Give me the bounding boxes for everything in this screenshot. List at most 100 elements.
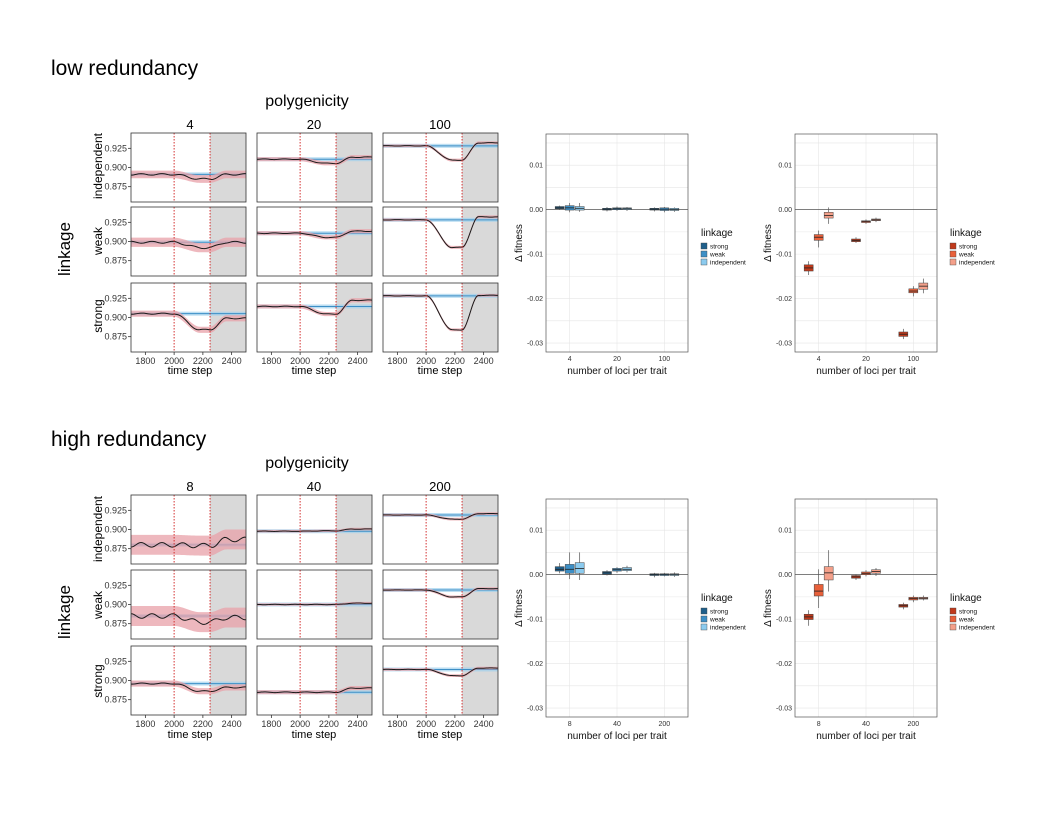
legend-label: weak [709,252,726,259]
row-label: strong [91,664,105,697]
boxplot-panel: 0.01 0.00 -0.01 -0.02 -0.03 4 20 100 number of l… [514,133,746,377]
y-tick-label: 0.925 [104,293,127,303]
x-tick-label: 40 [862,721,870,728]
facet-title-polygenicity-low: polygenicity [265,93,349,110]
fitness-mean-line [382,216,499,249]
y-tick-label: 0.01 [778,528,792,535]
y-tick-label: 0.900 [104,676,127,686]
panel-border [256,645,373,716]
x-tick-label: 2200 [319,356,339,366]
fitness-mean-line [130,613,247,625]
boxplot-panel: 0.01 0.00 -0.01 -0.02 -0.03 4 20 100 number of l… [763,133,995,377]
y-tick-label: -0.03 [527,706,543,713]
col-label: 20 [307,117,321,132]
x-axis-label: time step [168,729,213,741]
panel-border [382,569,499,640]
x-axis-label: time step [292,729,337,741]
line-facet-panel [256,494,373,565]
fitness-ribbon [131,529,246,556]
legend-label: strong [710,609,728,616]
line-facet-panel: 0.925 0.900 0.875 [104,132,247,203]
x-axis-label: number of loci per trait [816,731,916,742]
y-tick-label: 0.01 [529,528,543,535]
boxplot-panel: 0.01 0.00 -0.01 -0.02 -0.03 8 40 200 number of l… [514,498,746,742]
x-tick-label: 100 [907,356,919,363]
legend-key-strong [700,607,708,615]
panel-border [382,282,499,353]
panel-border [794,498,938,718]
x-axis-label: time step [168,365,213,377]
panel-border [382,494,499,565]
panel-border [545,498,689,718]
y-tick-label: 0.00 [778,207,792,214]
post-shift-shade [210,646,246,715]
row-label: weak [91,590,105,620]
x-tick-label: 2200 [445,356,465,366]
line-facet-panel: 0.925 0.900 0.875 [104,569,247,640]
x-tick-label: 1800 [135,719,155,729]
legend-label: strong [710,244,728,251]
line-facet-panel: 1800 2000 2200 2400 [256,645,373,729]
panel-border [256,569,373,640]
line-facet-panel: 0.925 0.900 0.875 1800 2000 2200 2400 [104,645,247,729]
panel-border [545,133,689,353]
x-tick-label: 2000 [164,356,184,366]
legend-key-strong [700,242,708,250]
line-facet-panel [256,132,373,203]
fitness-mean-line [256,299,373,315]
y-tick-label: -0.01 [527,252,543,259]
y-tick-label: 0.875 [104,695,127,705]
legend-label: independent [710,260,746,267]
x-tick-label: 2400 [348,719,368,729]
x-tick-label: 2200 [193,719,213,729]
y-tick-label: 0.01 [778,163,792,170]
col-label: 200 [429,479,451,494]
x-tick-label: 2400 [222,356,242,366]
post-shift-shade [462,283,498,352]
x-tick-label: 40 [613,721,621,728]
x-axis-label: time step [292,365,337,377]
y-tick-label: 0.00 [529,572,543,579]
x-tick-label: 2200 [445,719,465,729]
legend-key-strong [949,607,957,615]
x-tick-label: 200 [658,721,670,728]
post-shift-shade [336,283,372,352]
post-shift-shade [336,133,372,202]
fitness-mean-line [256,528,373,532]
post-shift-shade [210,133,246,202]
fitness-ribbon [383,141,498,162]
legend-key-independent [949,623,957,631]
legend-key-weak [949,250,957,258]
x-tick-label: 2000 [290,719,310,729]
y-tick-label: -0.03 [527,341,543,348]
x-axis-label: number of loci per trait [816,366,916,377]
y-tick-label: -0.02 [776,296,792,303]
panel-border [382,132,499,203]
x-tick-label: 2400 [474,719,494,729]
x-tick-label: 1800 [261,356,281,366]
y-tick-label: 0.875 [104,182,127,192]
x-axis-label: time step [418,365,463,377]
y-axis-label: Δ fitness [514,224,525,262]
y-tick-label: -0.02 [527,661,543,668]
y-tick-label: 0.900 [104,525,127,535]
row-strip-title-high: linkage [55,585,74,639]
panel-border [794,133,938,353]
panel-border [256,206,373,277]
fitness-mean-line [382,142,499,161]
y-tick-label: 0.875 [104,256,127,266]
post-shift-shade [336,207,372,276]
y-axis-label: Δ fitness [763,224,774,262]
y-tick-label: 0.925 [104,505,127,515]
line-facet-panel [382,494,499,565]
x-tick-label: 200 [907,721,919,728]
col-label: 40 [307,479,321,494]
y-tick-label: 0.875 [104,619,127,629]
panel-border [382,645,499,716]
box-independent [574,562,585,574]
line-facet-panel: 1800 2000 2200 2400 [382,645,499,729]
legend-key-independent [700,623,708,631]
x-tick-label: 8 [568,721,572,728]
fitness-mean-line [130,240,247,250]
x-tick-label: 4 [568,356,572,363]
